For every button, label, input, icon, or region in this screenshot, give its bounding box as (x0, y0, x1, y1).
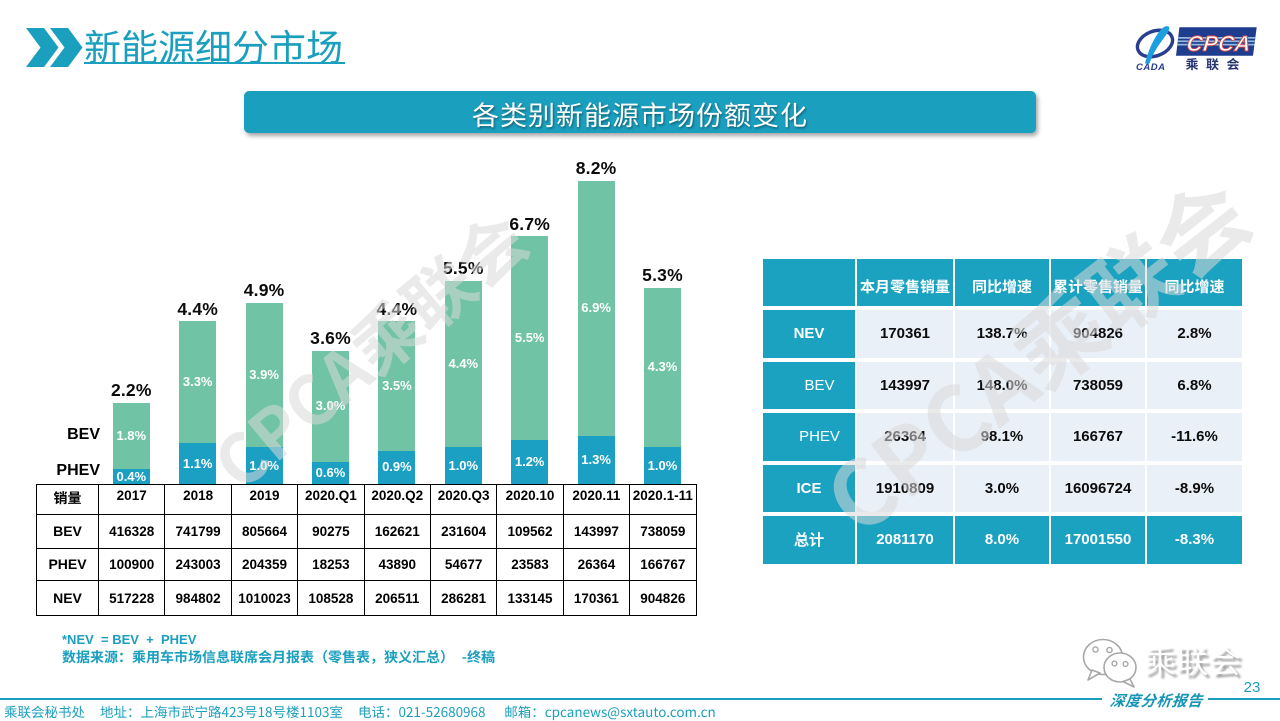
svg-text:CPCA: CPCA (1185, 31, 1252, 56)
svg-text:CADA: CADA (1136, 62, 1165, 73)
svg-text:乘联会: 乘联会 (1186, 54, 1248, 73)
